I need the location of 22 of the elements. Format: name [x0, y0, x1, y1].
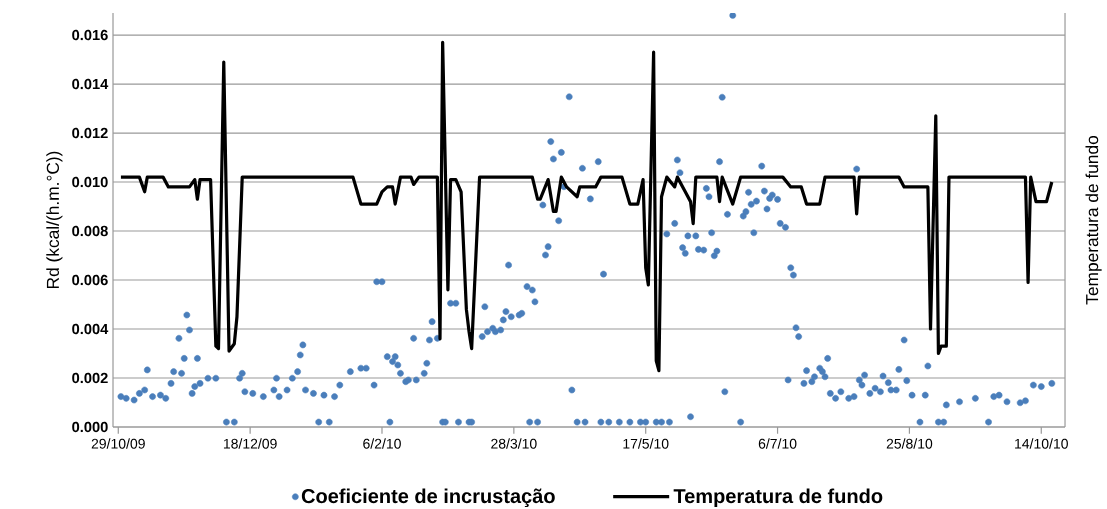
y-tick-label: 0.004: [72, 323, 109, 335]
y2-axis-title: Temperatura de fundo: [1085, 135, 1102, 305]
x-tick-label: 6/7/10: [758, 438, 797, 449]
y-tick-label: 0.002: [72, 372, 108, 384]
x-tick-label: 28/3/10: [491, 438, 537, 449]
x-tick-label: 14/10/10: [1015, 438, 1068, 449]
x-tick-label: 25/8/10: [886, 438, 933, 449]
y-tick-label: 0.006: [72, 274, 108, 286]
x-tick-label: 6/2/10: [363, 438, 401, 449]
x-tick-label: 18/12/09: [223, 438, 277, 449]
x-tick-label: 17/5/10: [623, 438, 669, 449]
legend-label: Coeficiente de incrustação: [301, 488, 555, 508]
y-tick-label: 0.000: [72, 421, 108, 433]
y-tick-label: 0.016: [72, 29, 108, 41]
line-series: [119, 40, 1054, 373]
y-axis-title: Rd (kcal/(h.m.°C)): [46, 151, 63, 288]
x-tick-label: 29/10/09: [91, 438, 145, 449]
y-tick-label: 0.010: [72, 176, 108, 188]
y-tick-label: 0.008: [72, 225, 108, 237]
legend-label: Temperatura de fundo: [673, 488, 883, 508]
y-tick-label: 0.014: [72, 78, 109, 90]
y-tick-label: 0.012: [72, 127, 108, 139]
